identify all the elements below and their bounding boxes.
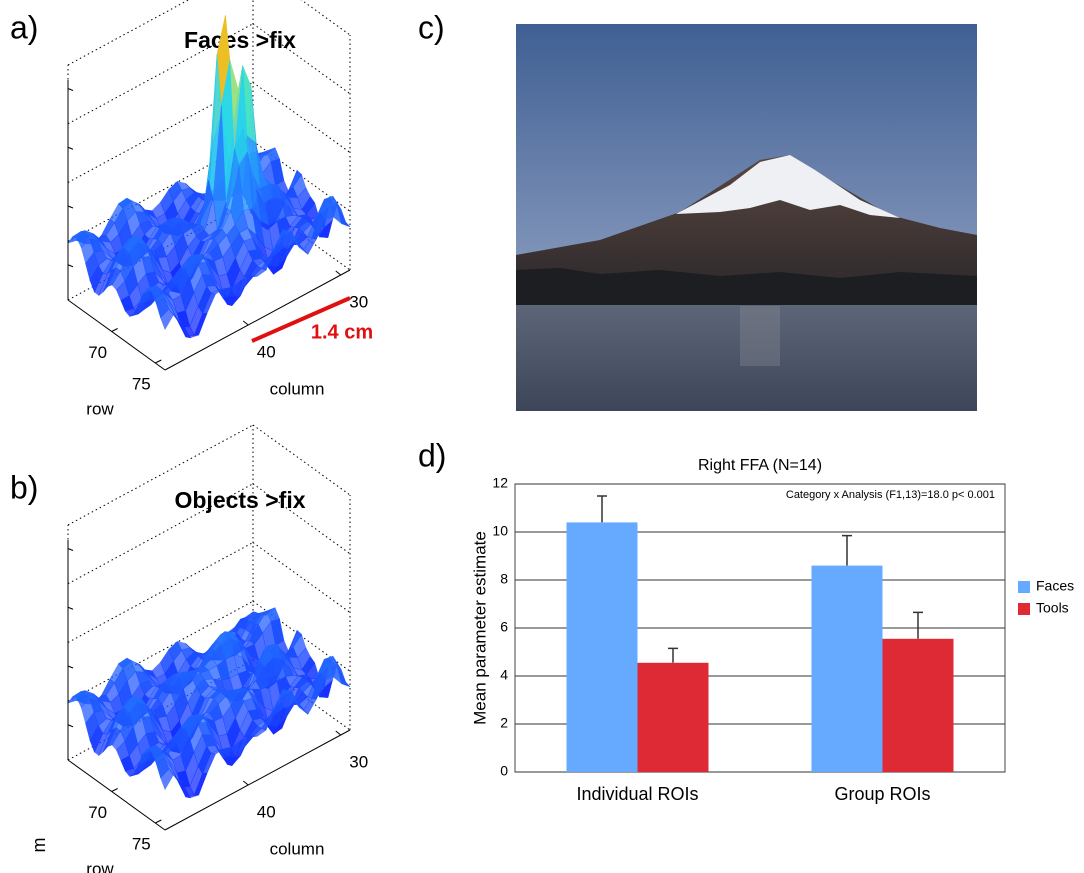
x-tick-label: Group ROIs [834,784,930,804]
z-tick [67,665,74,669]
surface [67,15,351,339]
y-tick-label: 6 [500,619,508,635]
panel-label: c) [418,9,445,45]
legend-swatch [1018,581,1030,593]
z-tick [67,88,74,91]
row-tick [111,328,118,332]
box-edge [300,0,351,36]
column-tick-label: 40 [257,802,276,821]
column-tick [335,730,342,736]
z-tick [67,548,74,551]
z-tick [67,606,74,610]
column-tick [242,320,249,326]
z-tick [67,264,74,268]
row-tick-label: 75 [132,374,151,393]
box-edge [252,424,351,496]
box-edge [252,23,351,95]
column-label: column [270,839,325,858]
x-tick-label: Individual ROIs [576,784,698,804]
row-tick-label: 70 [88,803,107,822]
photo [516,24,977,411]
y-tick-label: 0 [500,763,508,779]
z-tick [67,724,74,728]
row-tick-label: 70 [88,343,107,362]
bar [566,522,638,772]
row-label: row [86,859,114,873]
error-bar [913,611,923,639]
box-edge [252,82,351,153]
legend-label: Tools [1036,600,1069,616]
row-axis [67,759,166,831]
y-axis-label: Mean parameter estimate [470,531,489,725]
column-label: column [270,379,325,398]
legend-swatch [1018,603,1030,615]
box-edge [252,483,351,555]
column-axis [164,269,351,371]
column-tick [242,780,249,786]
y-tick-label: 2 [500,715,508,731]
bar [811,565,883,772]
y-tick-label: 12 [492,475,508,491]
row-axis [67,299,166,371]
bar [637,662,709,772]
annotation: Category x Analysis (F1,13)=18.0 p< 0.00… [786,489,995,501]
title: Faces >fix [184,27,296,53]
error-bar [597,495,607,523]
column-axis [164,729,351,831]
error-bar [842,534,852,566]
row-tick [111,788,118,792]
title: Objects >fix [174,487,305,513]
y-tick-label: 4 [500,667,508,683]
scale-bar [251,296,351,343]
y-tick-label: 8 [500,571,508,587]
z-tick [67,205,74,209]
surface-patch [160,308,174,331]
box-edge [252,542,351,613]
row-tick-label: 75 [132,834,151,853]
scale-label: 1.4 cm [311,321,373,343]
row-label: row [86,399,114,418]
chart-title: Right FFA (N=14) [698,457,822,474]
panel-label: b) [10,469,38,505]
box-edge [67,542,254,643]
panel-label: d) [418,437,446,473]
surface-patch [160,768,174,791]
column-tick [335,270,342,276]
row-tick [155,819,162,824]
edge-glyph: m [29,838,49,853]
column-tick-label: 40 [257,342,276,361]
error-bar [668,647,678,663]
bar [882,638,954,772]
row-tick [155,359,162,364]
column-tick-label: 30 [349,752,368,771]
surface [67,607,351,799]
y-tick-label: 10 [492,523,508,539]
panel-label: a) [10,9,38,45]
z-tick [67,146,74,150]
column-tick-label: 30 [349,292,368,311]
legend-label: Faces [1036,578,1074,594]
